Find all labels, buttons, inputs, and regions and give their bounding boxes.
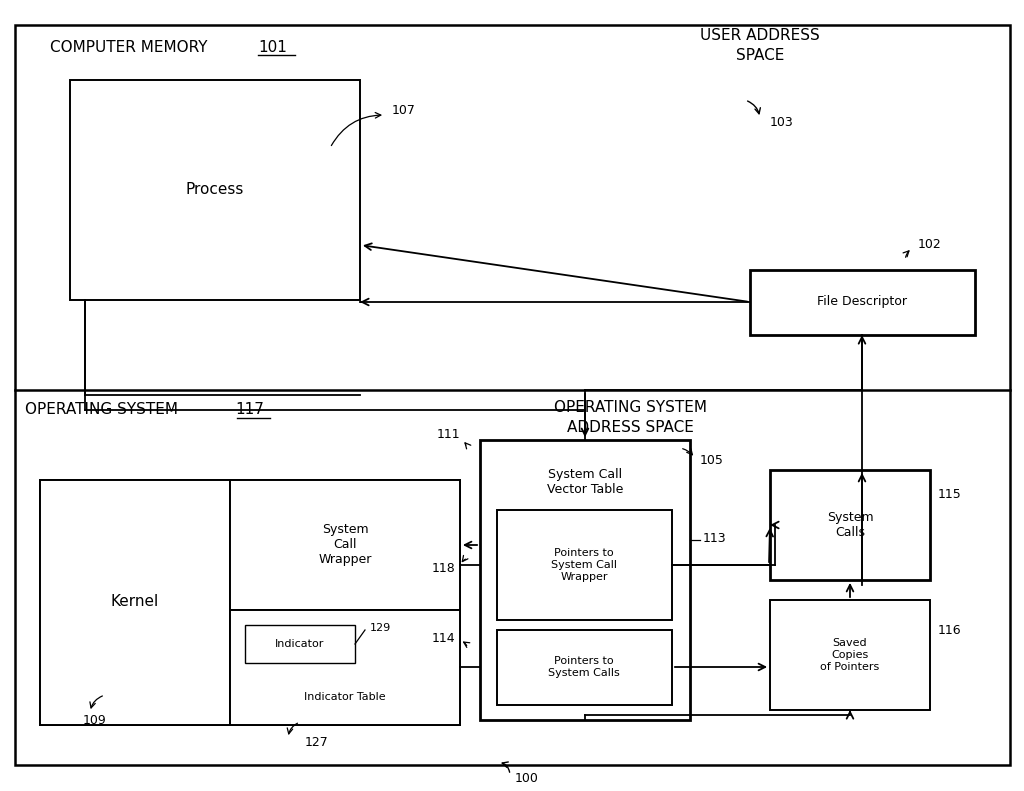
Bar bbox=[480, 440, 690, 720]
Text: OPERATING SYSTEM: OPERATING SYSTEM bbox=[554, 400, 707, 415]
Bar bbox=[497, 630, 672, 705]
Text: Indicator Table: Indicator Table bbox=[304, 692, 386, 702]
Text: System
Calls: System Calls bbox=[826, 511, 873, 539]
Text: 116: 116 bbox=[938, 623, 962, 637]
Text: SPACE: SPACE bbox=[736, 47, 784, 62]
Text: Process: Process bbox=[185, 183, 244, 198]
Text: System Call
Vector Table: System Call Vector Table bbox=[547, 468, 624, 496]
Text: 102: 102 bbox=[918, 239, 942, 252]
Text: 101: 101 bbox=[258, 40, 287, 55]
Text: Indicator: Indicator bbox=[275, 639, 325, 649]
Bar bbox=[245, 625, 355, 663]
Text: 107: 107 bbox=[392, 104, 416, 116]
Text: ADDRESS SPACE: ADDRESS SPACE bbox=[566, 421, 693, 436]
Bar bbox=[230, 610, 460, 725]
Text: OPERATING SYSTEM: OPERATING SYSTEM bbox=[25, 403, 178, 418]
Bar bbox=[750, 270, 975, 335]
Bar bbox=[770, 600, 930, 710]
Text: 103: 103 bbox=[770, 115, 794, 128]
Text: Saved
Copies
of Pointers: Saved Copies of Pointers bbox=[820, 638, 880, 672]
Text: 100: 100 bbox=[515, 771, 539, 785]
Text: Pointers to
System Call
Wrapper: Pointers to System Call Wrapper bbox=[551, 548, 617, 581]
Bar bbox=[70, 80, 360, 300]
Bar bbox=[770, 470, 930, 580]
Text: 129: 129 bbox=[370, 623, 391, 633]
Text: 105: 105 bbox=[700, 453, 724, 467]
Bar bbox=[40, 480, 230, 725]
Text: File Descriptor: File Descriptor bbox=[817, 296, 907, 308]
Bar bbox=[40, 480, 460, 725]
Text: 127: 127 bbox=[305, 736, 329, 748]
Text: System
Call
Wrapper: System Call Wrapper bbox=[318, 524, 372, 566]
Text: Pointers to
System Calls: Pointers to System Calls bbox=[548, 657, 620, 678]
Text: 118: 118 bbox=[431, 562, 455, 574]
Text: 111: 111 bbox=[436, 429, 460, 441]
Text: 117: 117 bbox=[234, 403, 264, 418]
Text: Kernel: Kernel bbox=[111, 595, 159, 610]
Text: 109: 109 bbox=[83, 713, 106, 726]
Text: USER ADDRESS: USER ADDRESS bbox=[700, 28, 820, 43]
Text: 113: 113 bbox=[703, 532, 727, 544]
Bar bbox=[497, 510, 672, 620]
Bar bbox=[230, 480, 460, 610]
Text: 114: 114 bbox=[431, 631, 455, 645]
Text: 115: 115 bbox=[938, 489, 962, 501]
Text: COMPUTER MEMORY: COMPUTER MEMORY bbox=[50, 40, 208, 55]
